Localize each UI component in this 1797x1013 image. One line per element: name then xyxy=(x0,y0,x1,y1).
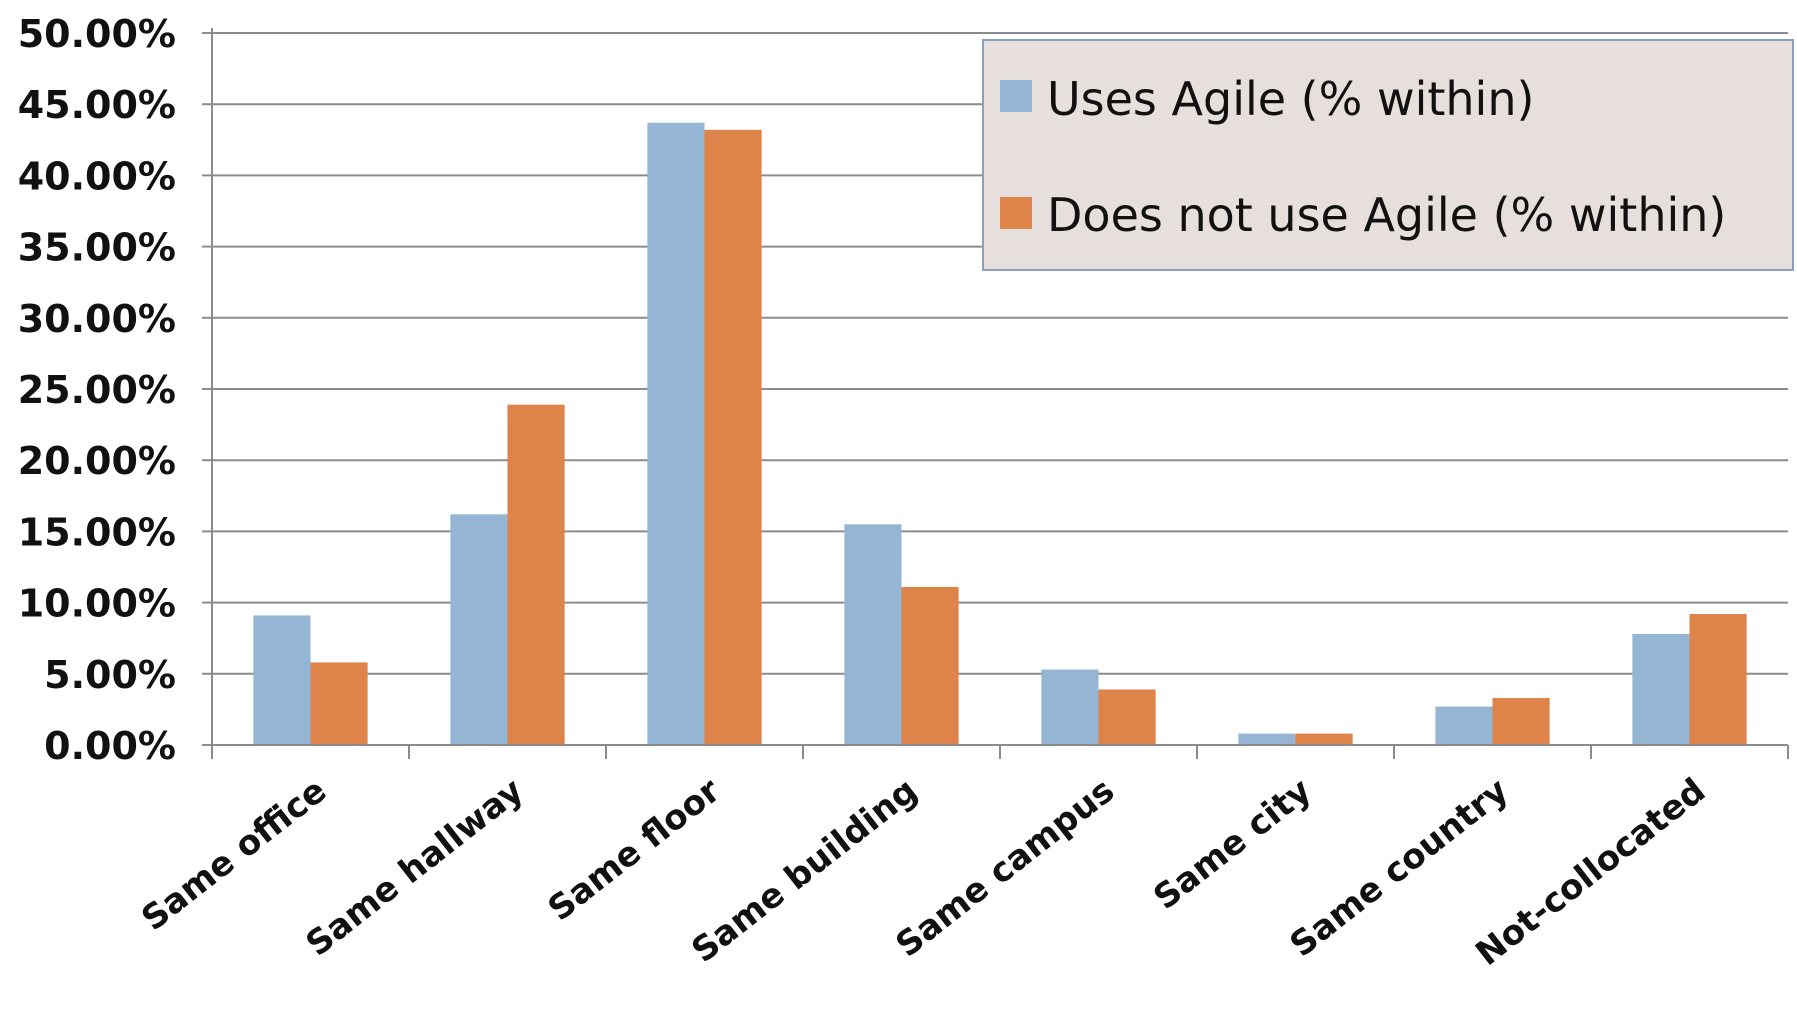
y-tick-label: 35.00% xyxy=(18,226,176,270)
y-tick-label: 25.00% xyxy=(18,368,176,412)
legend-label-no-agile: Does not use Agile (% within) xyxy=(1047,188,1726,242)
bar-uses-agile-same-building xyxy=(844,524,902,745)
bar-no-agile-same-floor xyxy=(704,129,762,745)
bar-uses-agile-same-hallway xyxy=(450,514,508,745)
bar-no-agile-same-city xyxy=(1295,733,1353,745)
legend-label-uses-agile: Uses Agile (% within) xyxy=(1047,72,1534,126)
bar-uses-agile-same-city xyxy=(1238,733,1296,745)
bar-uses-agile-not-collocated xyxy=(1632,633,1690,745)
bar-uses-agile-same-country xyxy=(1435,706,1493,745)
bar-no-agile-same-hallway xyxy=(507,404,565,745)
y-axis-ticks: 0.00% 5.00% 10.00% 15.00% 20.00% 25.00% 30.00%… xyxy=(18,12,176,768)
bar-uses-agile-same-office xyxy=(253,615,311,745)
legend-box xyxy=(982,39,1794,271)
x-category-label: Same floor xyxy=(541,770,728,929)
x-category-label: Same campus xyxy=(889,771,1122,966)
x-category-label: Same hallway xyxy=(299,771,531,965)
x-category-label: Same office xyxy=(134,771,334,939)
bar-no-agile-same-building xyxy=(901,586,959,745)
x-category-label: Same city xyxy=(1146,771,1319,918)
legend: Uses Agile (% within) Does not use Agile… xyxy=(982,39,1794,271)
y-tick-label: 10.00% xyxy=(18,582,176,626)
y-tick-label: 40.00% xyxy=(18,154,176,198)
y-tick-label: 15.00% xyxy=(18,510,176,554)
y-tick-label: 5.00% xyxy=(44,653,176,697)
bar-no-agile-same-office xyxy=(310,662,368,745)
bars xyxy=(253,122,1747,746)
y-tick-label: 0.00% xyxy=(44,724,176,768)
y-tick-label: 20.00% xyxy=(18,439,176,483)
y-tick-label: 45.00% xyxy=(18,83,176,127)
bar-uses-agile-same-floor xyxy=(647,122,705,746)
legend-swatch-no-agile xyxy=(1000,197,1032,229)
bar-no-agile-same-campus xyxy=(1098,689,1156,745)
bar-uses-agile-same-campus xyxy=(1041,669,1099,745)
bar-no-agile-not-collocated xyxy=(1689,613,1747,745)
bar-no-agile-same-country xyxy=(1492,698,1550,745)
axes xyxy=(202,28,1789,759)
legend-swatch-uses-agile xyxy=(1000,80,1032,112)
y-tick-label: 50.00% xyxy=(18,12,176,56)
y-tick-label: 30.00% xyxy=(18,297,176,341)
